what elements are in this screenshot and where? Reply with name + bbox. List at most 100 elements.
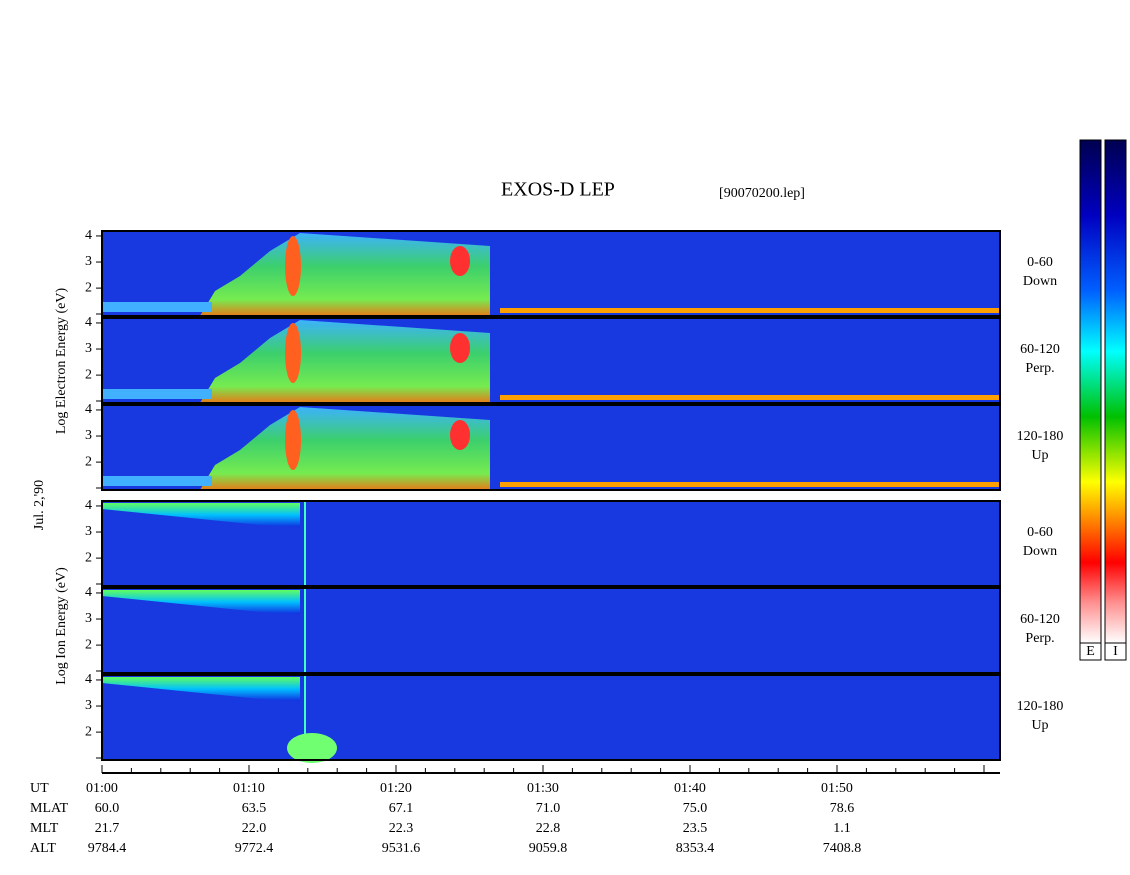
- time-label: 01:50: [821, 781, 853, 796]
- pitch-angle: 0-60: [1027, 525, 1053, 540]
- spectrogram-panel: [101, 404, 1001, 491]
- colorbar: [1104, 139, 1127, 644]
- title: EXOS-D LEP: [501, 179, 615, 201]
- hot-spot: [450, 333, 470, 363]
- y-tick-label: 4: [85, 498, 92, 513]
- y-tick-label: 3: [85, 341, 92, 356]
- pitch-angle: 60-120: [1020, 612, 1060, 627]
- low-band: [500, 482, 1000, 487]
- colorbar-label: I: [1113, 644, 1118, 659]
- y-tick-label: 4: [85, 315, 92, 330]
- hot-spot: [450, 420, 470, 450]
- ephemeris-value: 8353.4: [676, 841, 715, 856]
- spectrogram-panel: [101, 674, 1001, 763]
- colorbar-label-box: [1079, 642, 1102, 661]
- panel-frame: [101, 317, 1001, 404]
- y-tick-label: 3: [85, 254, 92, 269]
- direction: Down: [1023, 274, 1057, 289]
- ephemeris-value: 23.5: [683, 821, 708, 836]
- electron-flux: [200, 233, 490, 316]
- row-label: MLT: [30, 821, 59, 836]
- pitch-angle: 120-180: [1017, 429, 1064, 444]
- panel-frame: [101, 404, 1001, 491]
- y-tick-label: 4: [85, 585, 92, 600]
- ephemeris-value: 1.1: [833, 821, 851, 836]
- ephemeris-value: 9772.4: [235, 841, 274, 856]
- ephemeris-value: 22.0: [242, 821, 267, 836]
- electron-low: [102, 389, 212, 399]
- y-tick-label: 2: [85, 454, 92, 469]
- low-band: [500, 395, 1000, 400]
- ephemeris-value: 9784.4: [88, 841, 127, 856]
- y-tick-label: 2: [85, 724, 92, 739]
- direction: Perp.: [1025, 361, 1054, 376]
- colorbar-label: E: [1086, 644, 1095, 659]
- y-tick-label: 3: [85, 611, 92, 626]
- electron-low: [102, 302, 212, 312]
- group-label: Log Ion Energy (eV): [54, 567, 69, 685]
- date: Jul. 2,'90: [32, 480, 47, 530]
- ion-band: [102, 503, 300, 527]
- y-tick-label: 3: [85, 428, 92, 443]
- y-tick-label: 2: [85, 637, 92, 652]
- hot-spot: [285, 323, 301, 383]
- time-label: 01:00: [86, 781, 118, 796]
- ephemeris-value: 63.5: [242, 801, 267, 816]
- direction: Up: [1031, 448, 1048, 463]
- pitch-angle: 0-60: [1027, 255, 1053, 270]
- ephemeris-value: 78.6: [830, 801, 855, 816]
- ion-burst: [287, 733, 337, 763]
- ephemeris-value: 7408.8: [823, 841, 862, 856]
- y-tick-label: 2: [85, 550, 92, 565]
- direction: Up: [1031, 718, 1048, 733]
- spectrogram-panel: [101, 317, 1001, 404]
- spectrogram-panel: [101, 500, 1001, 587]
- row-label: MLAT: [30, 801, 69, 816]
- ephemeris-value: 22.3: [389, 821, 414, 836]
- time-label: 01:20: [380, 781, 412, 796]
- file-name: [90070200.lep]: [719, 186, 805, 201]
- time-label: 01:40: [674, 781, 706, 796]
- y-tick-label: 3: [85, 524, 92, 539]
- time-label: 01:10: [233, 781, 265, 796]
- time-label: 01:30: [527, 781, 559, 796]
- panel-frame: [101, 674, 1001, 761]
- electron-low: [102, 476, 212, 486]
- panel-frame: [101, 587, 1001, 674]
- colorbar: [1079, 139, 1102, 644]
- hot-spot: [285, 410, 301, 470]
- hot-spot: [450, 246, 470, 276]
- y-tick-label: 4: [85, 228, 92, 243]
- electron-flux: [200, 407, 490, 490]
- spectrogram-panel: [101, 587, 1001, 674]
- colorbar-label-box: [1104, 642, 1127, 661]
- y-tick-label: 2: [85, 367, 92, 382]
- spectrogram-panel: [101, 230, 1001, 317]
- ion-band: [102, 677, 300, 701]
- ephemeris-value: 67.1: [389, 801, 414, 816]
- y-tick-label: 4: [85, 672, 92, 687]
- ephemeris-value: 22.8: [536, 821, 561, 836]
- group-label: Log Electron Energy (eV): [54, 288, 69, 435]
- ion-band: [102, 590, 300, 614]
- pitch-angle: 60-120: [1020, 342, 1060, 357]
- ephemeris-value: 9059.8: [529, 841, 568, 856]
- row-label: ALT: [30, 841, 56, 856]
- ephemeris-value: 21.7: [95, 821, 120, 836]
- pitch-angle: 120-180: [1017, 699, 1064, 714]
- ephemeris-value: 9531.6: [382, 841, 421, 856]
- row-label: UT: [30, 781, 49, 796]
- panel-frame: [101, 230, 1001, 317]
- electron-flux: [200, 320, 490, 403]
- direction: Down: [1023, 544, 1057, 559]
- panel-frame: [101, 500, 1001, 587]
- ephemeris-value: 60.0: [95, 801, 120, 816]
- y-tick-label: 3: [85, 698, 92, 713]
- hot-spot: [285, 236, 301, 296]
- y-tick-label: 2: [85, 280, 92, 295]
- low-band: [500, 308, 1000, 313]
- ephemeris-value: 71.0: [536, 801, 561, 816]
- y-tick-label: 4: [85, 402, 92, 417]
- ephemeris-value: 75.0: [683, 801, 708, 816]
